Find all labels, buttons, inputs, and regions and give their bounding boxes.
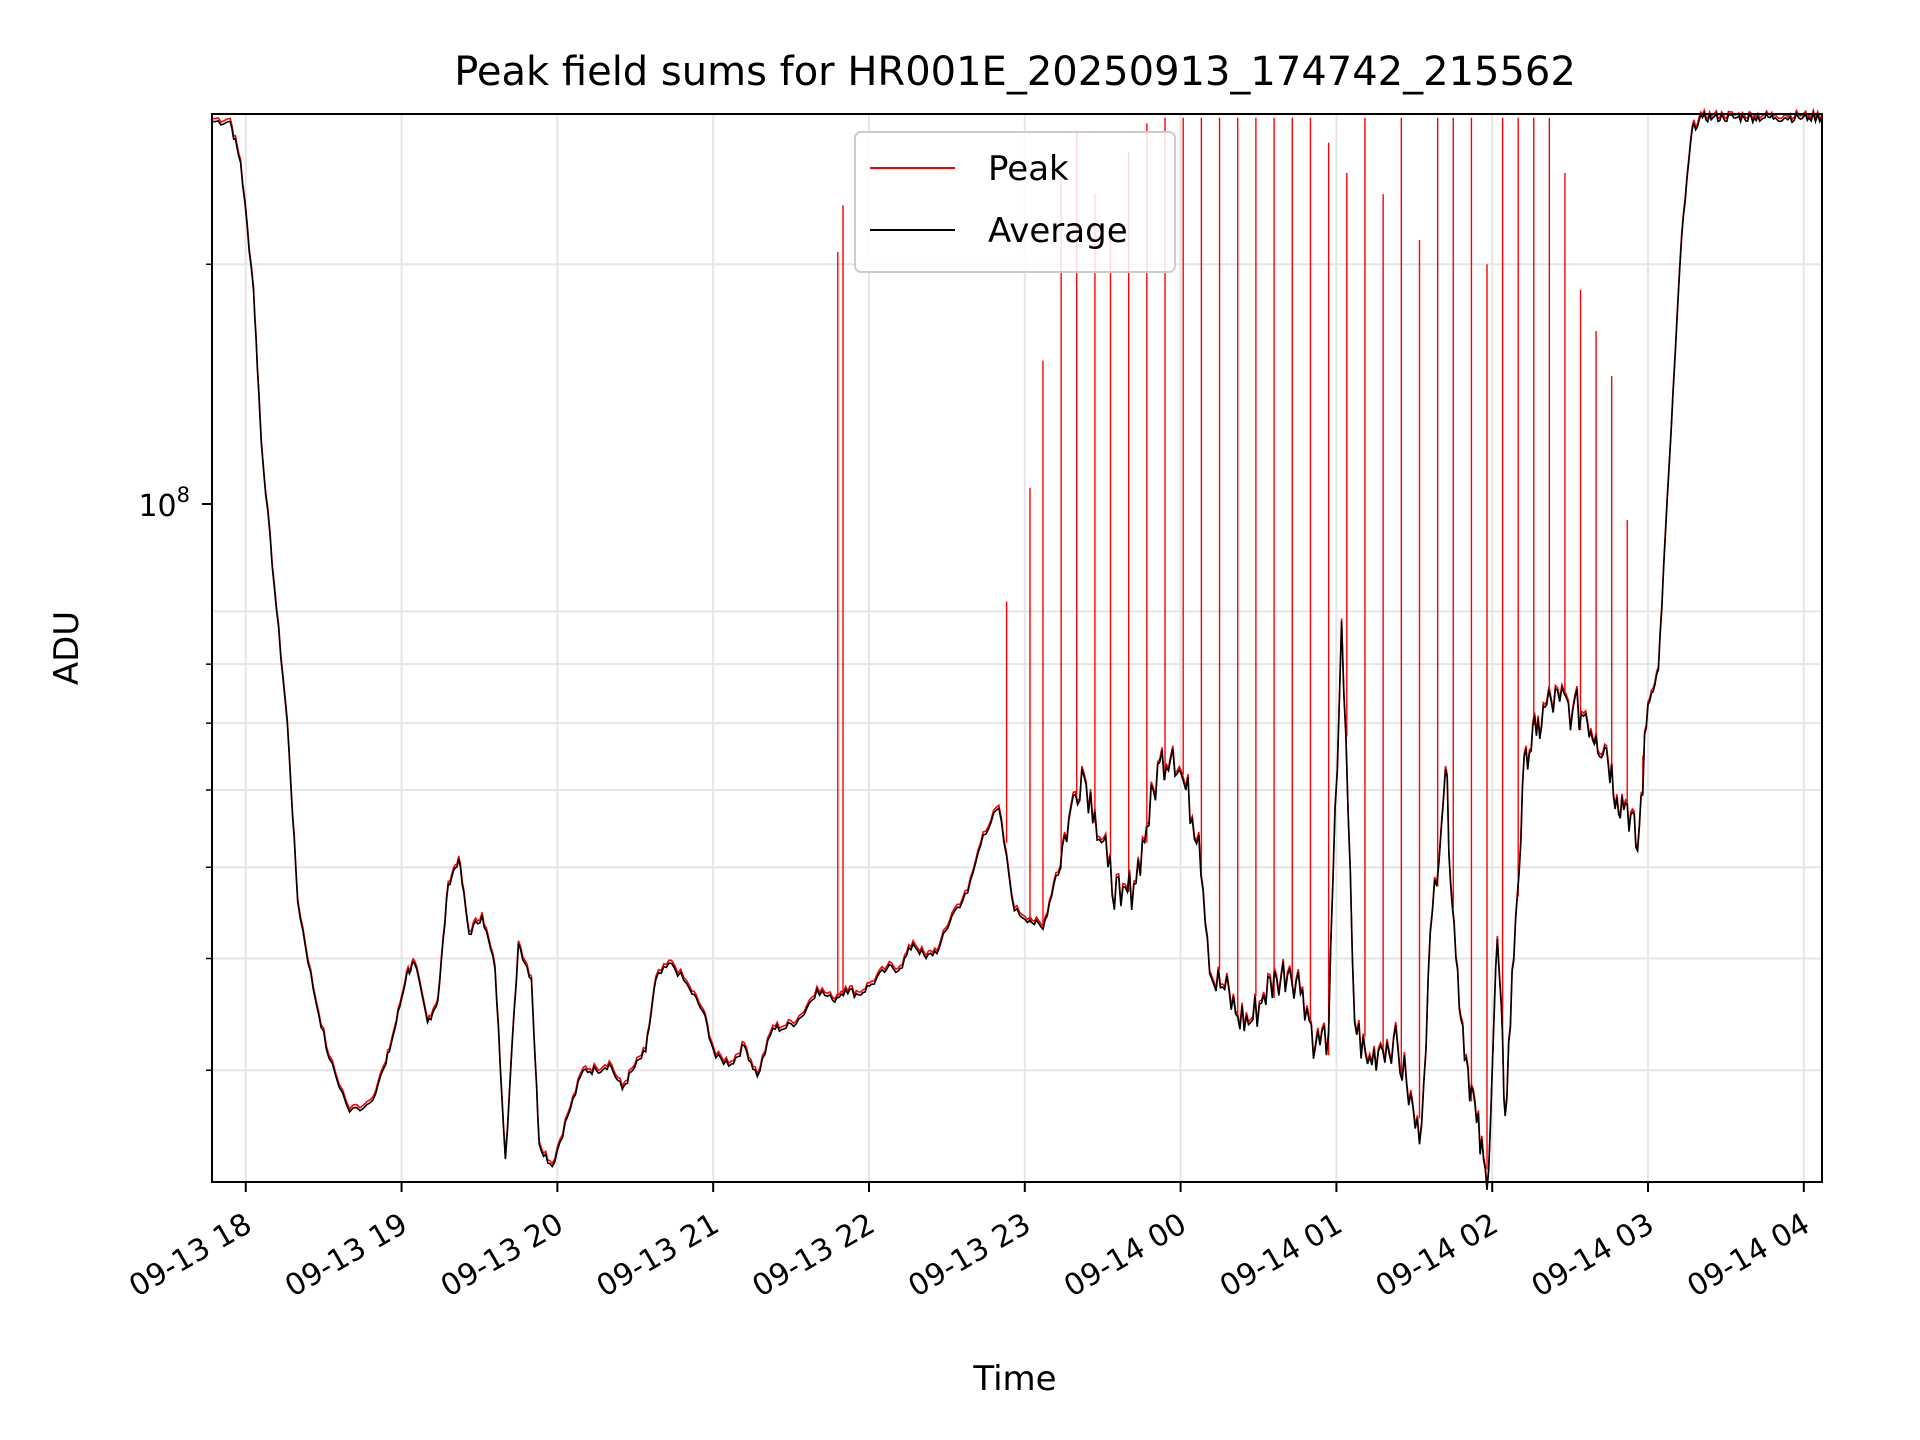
legend-average-label: Average (988, 211, 1128, 251)
x-axis-label: Time (972, 1359, 1056, 1399)
average-series (211, 110, 1823, 1190)
legend-peak-label: Peak (988, 149, 1069, 189)
chart-title: Peak field sums for HR001E_20250913_1747… (454, 49, 1576, 95)
grid (212, 114, 1822, 1182)
y-tick-label: 108 (138, 483, 190, 524)
y-axis-label: ADU (47, 611, 87, 685)
legend: Peak Average (854, 131, 1176, 273)
average-line (211, 110, 1823, 1190)
y-axis-ticks: 108 (138, 263, 212, 1072)
plot-frame (211, 113, 1823, 1183)
